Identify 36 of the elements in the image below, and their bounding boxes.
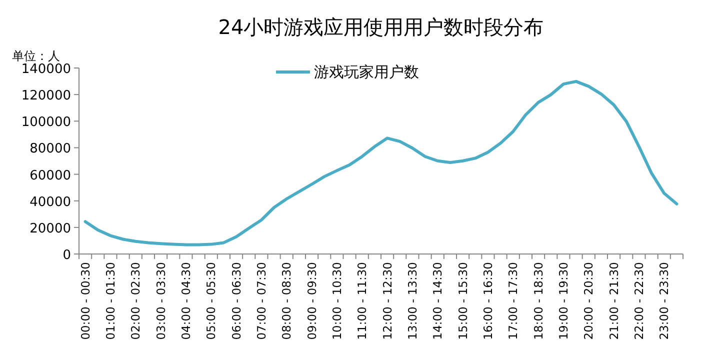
x-tick-label: 23:00 - 23:30 (657, 262, 672, 340)
x-tick-label: 10:00 - 10:30 (330, 262, 344, 340)
x-tick-label: 17:00 - 17:30 (506, 262, 520, 340)
legend: 游戏玩家用户数 (276, 63, 419, 81)
y-tick-label: 120000 (21, 88, 71, 104)
y-tick-label: 100000 (21, 115, 71, 130)
x-tick-label: 13:00 - 13:30 (405, 262, 420, 340)
x-tick-label: 20:00 - 20:30 (582, 262, 596, 340)
x-tick-label: 14:00 - 14:30 (430, 262, 445, 340)
y-tick-label: 80000 (30, 142, 71, 157)
x-tick-label: 07:00 - 07:30 (254, 262, 268, 340)
x-tick-label: 12:00 - 12:30 (380, 262, 394, 340)
y-tick-label: 20000 (30, 221, 71, 236)
legend-label: 游戏玩家用户数 (314, 63, 419, 81)
y-tick-label: 0 (62, 248, 71, 263)
x-tick-label: 02:00 - 02:30 (128, 262, 143, 340)
x-tick-label: 15:00 - 15:30 (456, 262, 470, 340)
x-tick-label: 06:00 - 06:30 (229, 262, 244, 340)
x-tick-label: 03:00 - 03:30 (154, 262, 168, 340)
x-tick-label: 00:00 - 00:30 (78, 262, 92, 340)
x-tick-label: 09:00 - 09:30 (304, 262, 319, 340)
x-tick-label: 22:00 - 22:30 (632, 262, 646, 340)
x-tick-label: 19:00 - 19:30 (556, 262, 570, 340)
y-axis-title: 单位：人 (12, 49, 60, 63)
x-tick-label: 08:00 - 08:30 (280, 262, 294, 340)
y-tick-label: 60000 (30, 168, 71, 184)
x-tick-label: 05:00 - 05:30 (204, 262, 218, 340)
y-tick-label: 140000 (21, 62, 71, 77)
x-tick-label: 01:00 - 01:30 (103, 262, 118, 340)
x-tick-label: 21:00 - 21:30 (606, 262, 621, 340)
x-tick-label: 11:00 - 11:30 (355, 262, 370, 340)
chart-title: 24小时游戏应用使用用户数时段分布 (218, 15, 544, 39)
x-tick-label: 16:00 - 16:30 (480, 262, 495, 340)
x-tick-label: 04:00 - 04:30 (178, 262, 193, 340)
x-tick-label: 18:00 - 18:30 (531, 262, 546, 340)
y-tick-label: 40000 (30, 194, 71, 210)
